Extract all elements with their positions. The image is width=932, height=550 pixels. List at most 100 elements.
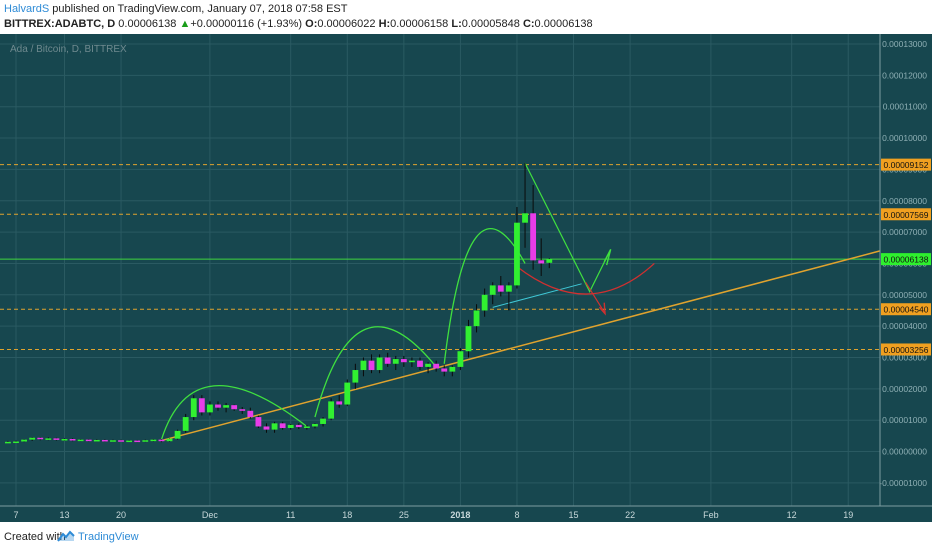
candle-body bbox=[101, 439, 108, 442]
author-link[interactable]: HalvardS bbox=[4, 3, 50, 15]
candle-body bbox=[255, 417, 262, 427]
low-value: 0.00005848 bbox=[461, 18, 520, 30]
support-line bbox=[492, 283, 582, 308]
candle-body bbox=[392, 359, 399, 364]
high-value: 0.00006158 bbox=[390, 18, 449, 30]
x-tick-label: 18 bbox=[342, 510, 352, 520]
candle-body bbox=[417, 360, 423, 367]
candle-body bbox=[376, 357, 383, 371]
candle-body bbox=[344, 382, 351, 405]
projection-up-line bbox=[524, 162, 611, 294]
candle-body bbox=[473, 310, 480, 327]
price-level-tag bbox=[881, 208, 931, 221]
candle-body bbox=[320, 418, 326, 424]
published-text: published on TradingView.com, January 07… bbox=[49, 3, 348, 15]
chart-canvas[interactable]: 0.00013000 0.00012000 0.00011000 0.00010000… bbox=[0, 34, 932, 522]
candle-body bbox=[546, 259, 553, 263]
symbol-label: BITTREX:ADABTC, D bbox=[4, 18, 116, 30]
projection-down-line bbox=[585, 281, 605, 313]
high-label: H: bbox=[378, 18, 391, 30]
last-price: 0.00006138 bbox=[118, 18, 177, 30]
y-tick-label: 0.00003000 bbox=[882, 353, 927, 363]
x-tick-label: 22 bbox=[625, 510, 635, 520]
y-tick-label: 0.00008000 bbox=[882, 196, 927, 206]
ohlc-line: BITTREX:ADABTC, D 0.00006138 ▲+0.0000011… bbox=[4, 18, 593, 30]
arc-drawing-3 bbox=[443, 228, 526, 364]
y-tick-label: 0.00013000 bbox=[882, 39, 927, 49]
candle-body bbox=[425, 363, 431, 367]
candle-body bbox=[312, 423, 318, 427]
candle-body bbox=[126, 440, 133, 443]
candle-body bbox=[352, 370, 359, 383]
candle-body bbox=[538, 260, 545, 264]
y-tick-label: 0.00011000 bbox=[883, 102, 928, 112]
y-tick-label: -0.00001000 bbox=[879, 478, 927, 488]
y-tick-label: 0.00007000 bbox=[882, 227, 927, 237]
candle-body bbox=[303, 426, 310, 428]
candle-body bbox=[247, 410, 254, 418]
price-chart[interactable]: 0.00013000 0.00012000 0.00011000 0.00010000… bbox=[0, 34, 932, 522]
arc-drawing-2 bbox=[314, 326, 437, 418]
trend-line bbox=[161, 250, 881, 442]
candle-body bbox=[61, 439, 68, 441]
candle-body bbox=[514, 222, 520, 286]
candle-body bbox=[400, 359, 407, 363]
candle-body bbox=[271, 423, 278, 430]
price-level-label: 0.00006138 bbox=[884, 255, 929, 265]
candle-body bbox=[69, 439, 76, 441]
candle-body bbox=[182, 417, 189, 431]
chart-title: Ada / Bitcoin, D, BITTREX bbox=[10, 44, 127, 55]
candle-body bbox=[295, 424, 302, 428]
candle-body bbox=[207, 404, 213, 413]
projection-curve bbox=[516, 262, 655, 295]
candle-body bbox=[85, 439, 92, 442]
candle-body bbox=[77, 439, 84, 442]
candle-body bbox=[223, 405, 229, 408]
candle-body bbox=[93, 439, 100, 442]
candle-body bbox=[134, 440, 141, 443]
candle-body bbox=[198, 398, 205, 413]
candle-body bbox=[239, 409, 246, 411]
price-level-label: 0.00007569 bbox=[884, 210, 929, 220]
x-tick-label: 15 bbox=[569, 510, 579, 520]
price-level-label: 0.00003256 bbox=[884, 345, 929, 355]
candle-body bbox=[360, 360, 367, 371]
candle-body bbox=[530, 213, 537, 261]
candle-body bbox=[449, 366, 456, 372]
x-tick-label: 11 bbox=[286, 510, 295, 520]
x-tick-label: 8 bbox=[514, 510, 519, 520]
footer: Created with TradingView bbox=[0, 522, 932, 550]
candle-body bbox=[142, 440, 149, 442]
candle-body bbox=[174, 430, 181, 439]
x-tick-label: 20 bbox=[116, 510, 126, 520]
x-tick-label: 19 bbox=[843, 510, 853, 520]
candle-body bbox=[190, 398, 197, 418]
candle-body bbox=[368, 360, 375, 371]
candle-body bbox=[465, 326, 472, 352]
candle-body bbox=[497, 285, 504, 292]
candle-body bbox=[118, 440, 124, 442]
candle-body bbox=[489, 285, 496, 295]
chart-header: HalvardS published on TradingView.com, J… bbox=[0, 0, 932, 34]
x-tick-label: 12 bbox=[787, 510, 797, 520]
price-level-tag bbox=[881, 303, 931, 316]
candle-body bbox=[279, 423, 286, 429]
candle-body bbox=[441, 368, 448, 372]
candle-body bbox=[231, 405, 238, 410]
candle-body bbox=[433, 363, 440, 369]
candle-body bbox=[409, 360, 415, 363]
price-level-label: 0.00009152 bbox=[884, 160, 929, 170]
candle-body bbox=[110, 440, 116, 442]
y-tick-label: 0.00002000 bbox=[882, 384, 927, 394]
price-level-tag bbox=[881, 253, 931, 266]
y-tick-label: 0.00000000 bbox=[882, 447, 927, 457]
close-label: C: bbox=[522, 18, 535, 30]
candle-body bbox=[384, 357, 391, 364]
created-with-text: Created with bbox=[4, 531, 66, 543]
publish-line: HalvardS published on TradingView.com, J… bbox=[4, 3, 347, 15]
tradingview-logo-icon bbox=[57, 530, 75, 542]
x-tick-label: 2018 bbox=[450, 510, 470, 520]
candle-body bbox=[21, 439, 27, 442]
price-level-tag bbox=[881, 343, 931, 356]
tradingview-link[interactable]: TradingView bbox=[78, 531, 139, 543]
